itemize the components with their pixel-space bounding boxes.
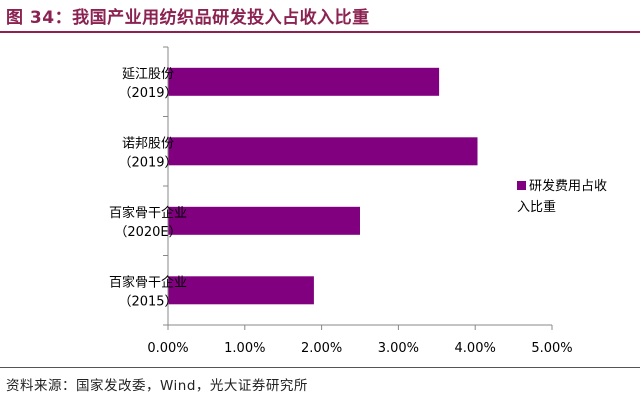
x-tick-label: 1.00% (224, 341, 265, 356)
category-label: （2019） (118, 86, 177, 101)
title-rule (0, 31, 640, 33)
x-tick-label: 2.00% (301, 341, 342, 356)
bar-2 (168, 137, 478, 166)
x-tick-label: 4.00% (455, 341, 496, 356)
x-tick-label: 5.00% (531, 341, 572, 356)
bar-1 (168, 67, 440, 96)
legend-label: 入比重 (517, 199, 556, 215)
category-label: （2019） (118, 155, 177, 170)
source-rule (0, 367, 640, 368)
category-label: 诺邦股份 (122, 136, 174, 151)
x-tick-label: 3.00% (378, 341, 419, 356)
bar-3 (168, 206, 360, 235)
category-label: （2015） (118, 294, 177, 309)
category-label: 延江股份 (122, 67, 174, 82)
category-label: 百家骨干企业 (109, 205, 187, 221)
category-label: （2020E） (114, 225, 181, 240)
legend-label: 研发费用占收 (529, 178, 607, 194)
legend-swatch (517, 181, 526, 190)
x-tick-label: 0.00% (147, 341, 188, 356)
figure-title: 图 34：我国产业用纺织品研发投入占收入比重 (6, 8, 370, 28)
category-label: 百家骨干企业 (109, 274, 187, 290)
bar-4 (168, 276, 314, 305)
source-note: 资料来源：国家发改委，Wind，光大证券研究所 (6, 378, 308, 394)
